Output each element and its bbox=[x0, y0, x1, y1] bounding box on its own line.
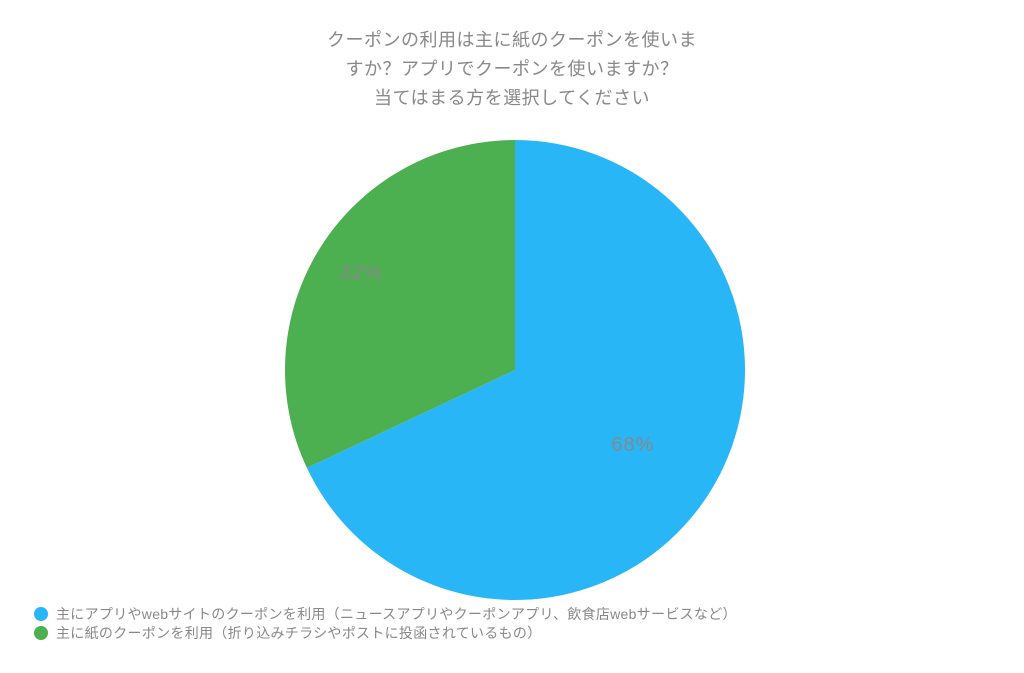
pie-chart-svg bbox=[280, 135, 750, 605]
legend-label-1: 主に紙のクーポンを利用（折り込みチラシやポストに投函されているもの） bbox=[56, 624, 542, 643]
pie-chart-area: 68% 32% bbox=[280, 135, 750, 605]
pie-slice-label-0: 68% bbox=[611, 434, 654, 457]
legend: 主にアプリやwebサイトのクーポンを利用（ニュースアプリやクーポンアプリ、飲食店… bbox=[34, 605, 737, 643]
pie-slice-label-1: 32% bbox=[340, 262, 383, 285]
chart-container: クーポンの利用は主に紙のクーポンを使いま すか？アプリでクーポンを使いますか？ … bbox=[0, 0, 1024, 673]
legend-swatch-1 bbox=[34, 626, 48, 640]
legend-item-1: 主に紙のクーポンを利用（折り込みチラシやポストに投函されているもの） bbox=[34, 624, 737, 643]
chart-title: クーポンの利用は主に紙のクーポンを使いま すか？アプリでクーポンを使いますか？ … bbox=[0, 26, 1024, 112]
legend-label-0: 主にアプリやwebサイトのクーポンを利用（ニュースアプリやクーポンアプリ、飲食店… bbox=[56, 605, 737, 624]
legend-item-0: 主にアプリやwebサイトのクーポンを利用（ニュースアプリやクーポンアプリ、飲食店… bbox=[34, 605, 737, 624]
legend-swatch-0 bbox=[34, 607, 48, 621]
